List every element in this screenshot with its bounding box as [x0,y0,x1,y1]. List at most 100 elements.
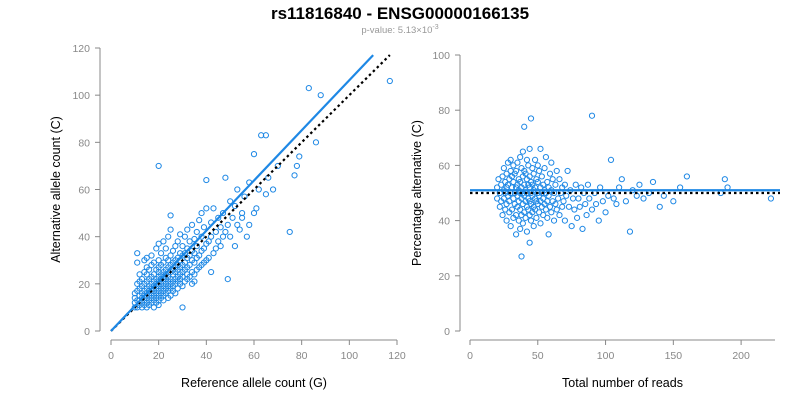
data-point [552,181,559,188]
data-point [588,112,596,119]
data-point [250,151,258,158]
data-point [262,132,270,139]
data-point [683,173,690,180]
data-point [538,173,545,180]
data-point [560,198,567,205]
data-point [205,238,212,245]
data-point [514,159,521,166]
data-point [583,211,590,219]
data-point [610,195,617,202]
data-point [533,214,540,221]
data-point [136,271,143,278]
data-point [563,192,570,199]
p-value-text: p-value: 5.13×10 [361,25,433,37]
scatter-panel-allele-counts: 0 20 40 60 80 100 120 0 20 40 60 80 100 120 Reference … [49,43,406,390]
data-point [556,176,563,183]
data-point [544,214,551,221]
data-point [167,292,174,299]
data-point [498,181,505,188]
x-tick-label: 200 [732,350,750,362]
data-point [649,178,657,186]
data-point [506,198,513,205]
data-point [573,214,581,221]
data-point [555,195,562,202]
y-tick-label: 0 [84,326,90,338]
x-tick-label: 50 [532,350,544,362]
data-point [530,223,537,230]
data-point [234,186,241,193]
data-point [622,198,629,205]
x-axis-title: Total number of reads [562,376,683,390]
data-point [556,211,563,219]
data-point [181,233,188,240]
data-point [165,233,172,240]
data-point [512,231,520,238]
data-point [521,181,528,188]
x-tick-label: 100 [341,350,359,362]
data-point [518,253,525,260]
data-point [169,247,177,254]
data-point [546,203,554,210]
data-point [134,250,141,257]
data-point [565,203,573,210]
data-point [503,217,510,224]
data-point [529,165,536,172]
data-point [502,206,509,213]
data-point [150,271,157,278]
data-point [613,200,620,208]
data-point [531,206,539,213]
data-point [515,217,522,224]
data-point [181,250,188,257]
data-point [222,228,229,236]
data-point [504,181,512,188]
data-point [602,209,609,216]
data-point [523,156,531,163]
data-point [138,276,146,283]
data-point [521,123,528,130]
data-point [568,223,575,230]
data-point [521,209,528,216]
data-point [186,273,193,280]
data-point [191,271,198,278]
y-tick-label: 60 [438,160,450,172]
data-point [167,252,174,259]
data-point [198,209,205,217]
data-point [618,176,625,183]
data-point [559,203,566,210]
data-point [172,290,179,297]
data-point [234,221,241,228]
data-point [229,214,236,221]
data-point [721,176,728,183]
data-point [286,228,293,236]
data-point [526,145,533,152]
data-point [553,206,560,213]
data-point [386,77,393,85]
data-point [200,224,208,231]
data-point [305,84,312,92]
data-point [217,224,224,231]
data-point [236,226,243,233]
y-tick-label: 40 [438,216,450,228]
data-point [291,172,298,179]
chart-subtitle: p-value: 5.13×10-3 [0,24,800,36]
data-point [519,148,526,155]
data-point [545,231,552,238]
data-point [167,226,174,233]
data-point [540,195,547,202]
data-point [238,214,246,221]
data-point [561,181,568,188]
data-point [507,223,514,230]
data-point [525,162,532,169]
data-point [510,195,517,202]
data-point [517,225,524,232]
data-point [155,257,162,264]
data-point [150,259,157,266]
data-point [531,156,539,163]
data-point [162,245,169,252]
data-point [540,211,547,219]
x-tick-label: 0 [467,350,473,362]
x-tick-label: 80 [296,350,308,362]
data-point [269,186,277,193]
data-point [196,252,203,259]
